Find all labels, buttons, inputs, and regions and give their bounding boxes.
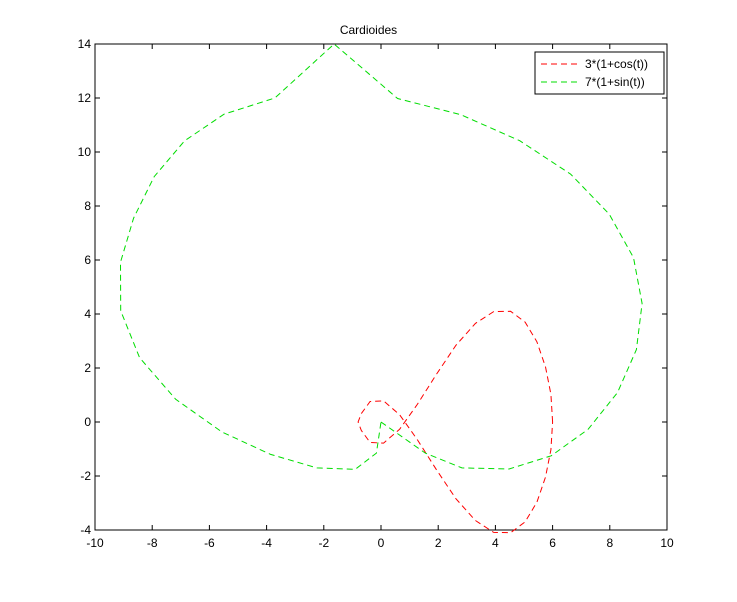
y-tick-label: 4 (84, 307, 91, 321)
y-tick-label: -2 (80, 469, 91, 483)
y-tick-label: 10 (78, 145, 92, 159)
y-tick-label: 12 (78, 91, 92, 105)
x-tick-label: 6 (549, 536, 556, 550)
legend-box (534, 51, 665, 95)
x-tick-label: 4 (492, 536, 499, 550)
y-tick-label: 8 (84, 199, 91, 213)
x-tick-label: -8 (147, 536, 158, 550)
series-line-1 (357, 310, 554, 534)
y-tick-label: -4 (80, 523, 91, 537)
x-tick-label: 10 (660, 536, 674, 550)
x-tick-label: 8 (606, 536, 613, 550)
x-tick-label: 2 (435, 536, 442, 550)
y-tick-label: 0 (84, 415, 91, 429)
legend-label-1: 3*(1+cos(t)) (585, 57, 648, 71)
y-tick-label: 14 (78, 37, 92, 51)
x-tick-label: 0 (378, 536, 385, 550)
axes-box (94, 43, 668, 531)
x-tick-label: -2 (318, 536, 329, 550)
series-line-2 (119, 43, 643, 470)
x-tick-label: -6 (204, 536, 215, 550)
chart-title: Cardioides (339, 23, 398, 37)
y-tick-label: 2 (84, 361, 91, 375)
x-tick-label: -4 (261, 536, 272, 550)
x-tick-label: -10 (86, 536, 104, 550)
y-tick-label: 6 (84, 253, 91, 267)
legend-label-2: 7*(1+sin(t)) (585, 75, 645, 89)
